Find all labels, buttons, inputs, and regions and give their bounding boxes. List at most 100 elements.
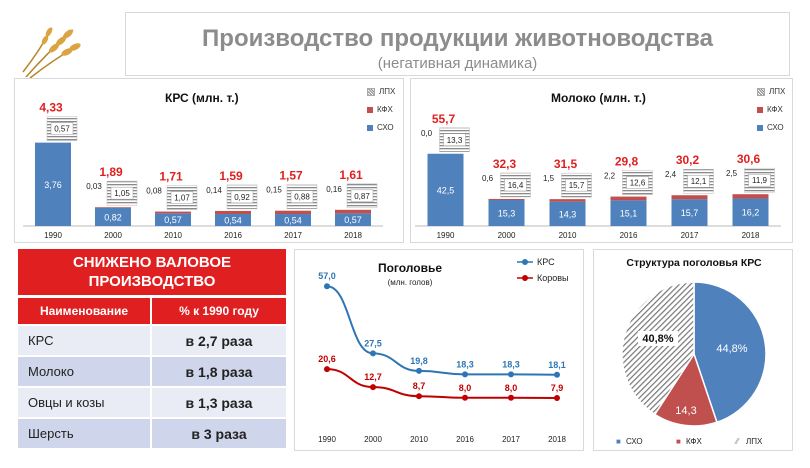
table-cell-percent: в 1,8 раза — [185, 363, 253, 380]
series-point — [508, 394, 514, 401]
legend-item-kfh: КФХ — [367, 105, 395, 114]
series-point — [324, 283, 330, 290]
krs-chart-title: КРС (млн. т.) — [165, 91, 239, 105]
bar-kfh — [610, 196, 647, 201]
pie-slice-label: 40,8% — [642, 333, 673, 345]
series-point — [508, 371, 514, 378]
legend-item-sho: СХО — [757, 123, 785, 132]
pie-slice — [693, 281, 767, 424]
bar-sho-label: 15,7 — [681, 208, 699, 218]
legend-label-sho: СХО — [767, 123, 784, 132]
bar-kfh-label: 2,5 — [726, 169, 738, 178]
point-label: 8,7 — [413, 381, 426, 391]
point-label: 57,0 — [318, 271, 336, 281]
pie-legend-marker: ■ — [676, 437, 681, 446]
bar-sho — [275, 214, 311, 226]
bar-lph-label-box — [230, 190, 254, 204]
bar-lph-label: 0,87 — [354, 192, 370, 201]
legend-swatch-sho — [367, 124, 373, 131]
series-point — [462, 394, 468, 401]
bar-lph-label: 1,05 — [114, 189, 130, 198]
series-point — [462, 371, 468, 378]
bar-sho — [671, 199, 708, 226]
legend-swatch-sho — [757, 124, 763, 131]
bar-total-label: 1,59 — [219, 169, 243, 183]
table-cell-percent: в 2,7 раза — [185, 332, 253, 349]
line-chart-subtitle: (млн. голов) — [388, 278, 433, 287]
legend-label: КРС — [537, 257, 555, 267]
bar-lph-label-box — [565, 178, 588, 192]
bar-sho-label: 3,76 — [44, 180, 62, 190]
milk-chart-panel: Молоко (млн. т.) ЛПХ КФХ СХО 42,5 0,0 13,3… — [410, 78, 793, 243]
point-label: 18,3 — [456, 359, 474, 369]
bar-kfh-label: 0,15 — [266, 186, 282, 195]
herd-line-chart: Поголовье (млн. голов) КРС Коровы 57,0 27,5 19… — [318, 257, 569, 444]
pie-legend-marker: ⁄⁄ — [734, 437, 740, 446]
bar-total-label: 1,57 — [279, 169, 303, 183]
table-cell-name: КРС — [18, 326, 152, 355]
pie-legend-label: КФХ — [686, 437, 702, 446]
milk-chart-title: Молоко (млн. т.) — [551, 91, 646, 105]
bar-sho-label: 15,3 — [498, 208, 516, 218]
line-chart-title: Поголовье — [378, 261, 442, 275]
bar-lph-label: 1,07 — [174, 194, 190, 203]
bar-kfh — [95, 207, 131, 208]
x-tick-label: 2000 — [498, 231, 516, 240]
x-tick-label: 2016 — [620, 231, 638, 240]
bar-total-label: 32,3 — [493, 157, 517, 171]
bar-sho — [155, 213, 191, 226]
table-cell-percent: в 1,3 раза — [185, 394, 253, 411]
legend-item-kfh: КФХ — [757, 105, 785, 114]
table-header-row: Наименование % к 1990 году — [18, 298, 286, 324]
pie-slice — [653, 352, 718, 427]
pie-slice-label: 44,8% — [716, 343, 747, 355]
bar-sho — [215, 214, 251, 226]
bar-lph-label-box — [290, 190, 314, 203]
legend-label: Коровы — [537, 273, 569, 283]
bar-sho — [335, 213, 371, 226]
x-tick-label: 2010 — [559, 231, 577, 240]
page-title: Производство продукции животноводства — [202, 25, 713, 52]
x-tick-label: 2017 — [502, 435, 520, 444]
bar-lph-label-box — [170, 191, 194, 204]
x-tick-label: 2017 — [681, 231, 699, 240]
bar-lph-label-box — [626, 176, 649, 189]
series-line — [326, 368, 558, 400]
pie-slice — [621, 281, 695, 416]
bar-kfh — [275, 210, 311, 215]
table-title-text: СНИЖЕНО ВАЛОВОЕ ПРОИЗВОДСТВО — [72, 254, 232, 290]
series-point — [416, 393, 422, 400]
bar-lph-label: 11,9 — [752, 176, 768, 185]
bar-kfh-label: 2,2 — [604, 172, 616, 181]
bar-lph-label-box — [350, 189, 374, 203]
table-header-percent: % к 1990 году — [179, 304, 259, 318]
legend-item-sho: СХО — [367, 123, 395, 132]
point-label: 27,5 — [364, 338, 382, 348]
point-label: 19,8 — [410, 356, 428, 366]
series-point — [324, 366, 330, 373]
table-header-name: Наименование — [18, 298, 152, 324]
bar-kfh-label: 0,14 — [206, 186, 222, 195]
table-row: КРС в 2,7 раза — [18, 324, 286, 355]
bar-kfh — [732, 194, 769, 199]
bar-sho — [732, 198, 769, 226]
pie-legend-label: СХО — [626, 437, 643, 446]
bar-sho — [549, 201, 586, 226]
legend-label-kfh: КФХ — [377, 105, 393, 114]
series-line — [326, 285, 558, 376]
x-tick-label: 1990 — [44, 231, 62, 240]
table-body: КРС в 2,7 раза Молоко в 1,8 раза Овцы и козы… — [18, 324, 286, 448]
table-cell-name: Молоко — [18, 357, 152, 386]
legend-label-kfh: КФХ — [767, 105, 783, 114]
bar-sho-label: 0,82 — [104, 212, 122, 222]
bar-total-label: 1,71 — [159, 170, 183, 184]
legend-swatch-kfh — [757, 106, 763, 113]
bar-lph-label: 0,88 — [294, 193, 310, 202]
bar-total-label: 1,89 — [99, 165, 123, 179]
bar-lph-label: 13,3 — [447, 136, 463, 145]
x-tick-label: 2000 — [364, 435, 382, 444]
bar-sho-label: 0,54 — [224, 216, 242, 226]
pie-label-bg — [638, 331, 678, 346]
title-box: Производство продукции животноводства (н… — [125, 12, 790, 76]
table-cell-name: Овцы и козы — [18, 388, 152, 417]
